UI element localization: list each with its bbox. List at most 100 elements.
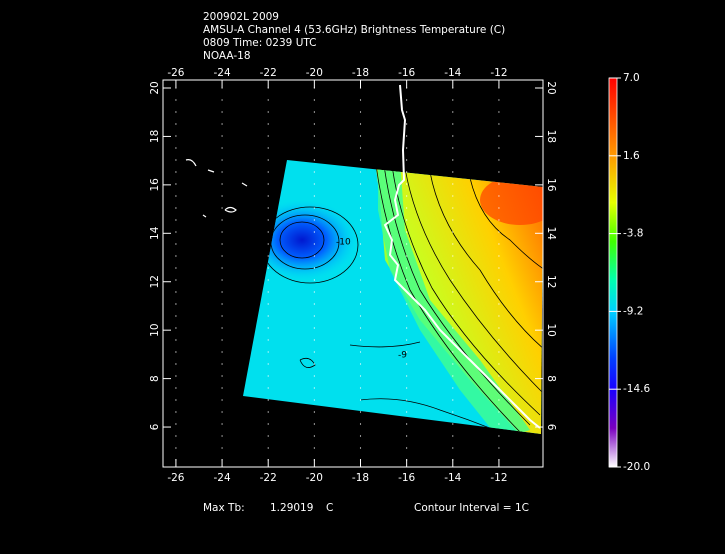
grid-dot: [452, 303, 454, 305]
grid-dot: [267, 351, 269, 353]
x-tick-label: -20: [306, 472, 323, 484]
grid-dot: [175, 327, 177, 329]
grid-dot: [359, 195, 362, 197]
grid-dot: [267, 363, 269, 365]
grid-dot: [267, 147, 269, 149]
grid-dot: [313, 111, 315, 113]
grid-dot: [452, 195, 454, 197]
grid-dot: [452, 219, 454, 221]
grid-dot: [452, 279, 454, 281]
grid-dot: [498, 111, 500, 113]
grid-dot: [406, 399, 408, 401]
grid-dot: [406, 447, 408, 449]
grid-dot: [498, 255, 500, 257]
grid-dot: [359, 327, 362, 329]
grid-dot: [359, 435, 362, 437]
axes: -26 -26 -24 -24 -22 -22 -20 -20 -18 -18 -16 -16 -14 -…: [149, 67, 557, 484]
grid-dot: [452, 435, 454, 437]
grid-dot: [175, 183, 177, 185]
y-tick-label: 18: [545, 130, 557, 143]
grid-dot: [175, 111, 177, 113]
grid-dot: [221, 339, 223, 341]
grid-dot: [175, 99, 177, 101]
grid-dot: [359, 159, 362, 161]
y-tick-label: 6: [149, 423, 161, 430]
grid-dot: [313, 303, 315, 305]
grid-dot: [452, 111, 454, 113]
grid-dot: [221, 171, 223, 173]
grid-dot: [221, 267, 223, 269]
grid-dot: [498, 363, 500, 365]
y-tick-label: 12: [149, 275, 161, 288]
grid-dot: [221, 99, 223, 101]
grid-dot: [221, 147, 223, 149]
grid-dot: [359, 423, 362, 425]
grid-dot: [406, 279, 408, 281]
grid-dot: [452, 231, 454, 233]
y-tick-label: 12: [545, 275, 557, 288]
grid-dot: [313, 339, 315, 341]
y-tick-label: 20: [545, 81, 557, 94]
grid-dot: [359, 243, 362, 245]
y-tick-label: 20: [149, 81, 161, 94]
grid-dot: [406, 423, 408, 425]
grid-dot: [175, 147, 177, 149]
colorbar-label: 1.6: [623, 150, 640, 162]
grid-dot: [221, 183, 223, 185]
grid-dot: [221, 87, 223, 89]
grid-dot: [267, 375, 269, 377]
grid-dot: [313, 207, 315, 209]
colorbar: [608, 77, 618, 468]
grid-dot: [175, 135, 177, 137]
grid-dot: [498, 435, 500, 437]
grid-dot: [175, 123, 177, 125]
grid-dot: [452, 363, 454, 365]
grid-dot: [406, 435, 408, 437]
grid-dot: [406, 255, 408, 257]
grid-dot: [267, 183, 269, 185]
grid-dot: [221, 423, 223, 425]
grid-dot: [267, 303, 269, 305]
grid-dot: [313, 195, 315, 197]
grid-dot: [221, 351, 223, 353]
grid-dot: [267, 291, 269, 293]
grid-dot: [498, 171, 500, 173]
max-label: Max Tb:: [203, 502, 245, 514]
grid-dot: [267, 135, 269, 137]
grid-dot: [267, 267, 269, 269]
grid-dot: [498, 303, 500, 305]
grid-dot: [313, 267, 315, 269]
grid-dot: [498, 387, 500, 389]
grid-dot: [175, 423, 177, 425]
grid-dot: [498, 123, 500, 125]
grid-dot: [498, 459, 500, 461]
grid-dot: [267, 423, 269, 425]
grid-dot: [359, 351, 362, 353]
grid-dot: [313, 135, 315, 137]
grid-dot: [406, 375, 408, 377]
grid-dot: [221, 111, 223, 113]
grid-dot: [313, 147, 315, 149]
grid-dot: [359, 375, 362, 377]
grid-dot: [498, 267, 500, 269]
grid-dot: [406, 183, 408, 185]
grid-dot: [267, 243, 269, 245]
x-tick-label: -20: [306, 67, 323, 79]
grid-dot: [221, 123, 223, 125]
grid-dot: [267, 387, 269, 389]
max-value: 1.29019: [270, 502, 313, 514]
grid-dot: [406, 363, 408, 365]
grid-dot: [313, 159, 315, 161]
grid-dot: [452, 183, 454, 185]
grid-dot: [359, 387, 362, 389]
grid-dot: [313, 459, 315, 461]
grid-dot: [313, 279, 315, 281]
grid-dot: [359, 291, 362, 293]
x-tick-label: -18: [352, 472, 369, 484]
x-tick-label: -16: [398, 67, 415, 79]
grid-dot: [267, 87, 269, 89]
grid-dot: [452, 171, 454, 173]
grid-dot: [359, 135, 362, 137]
grid-dot: [175, 87, 177, 89]
